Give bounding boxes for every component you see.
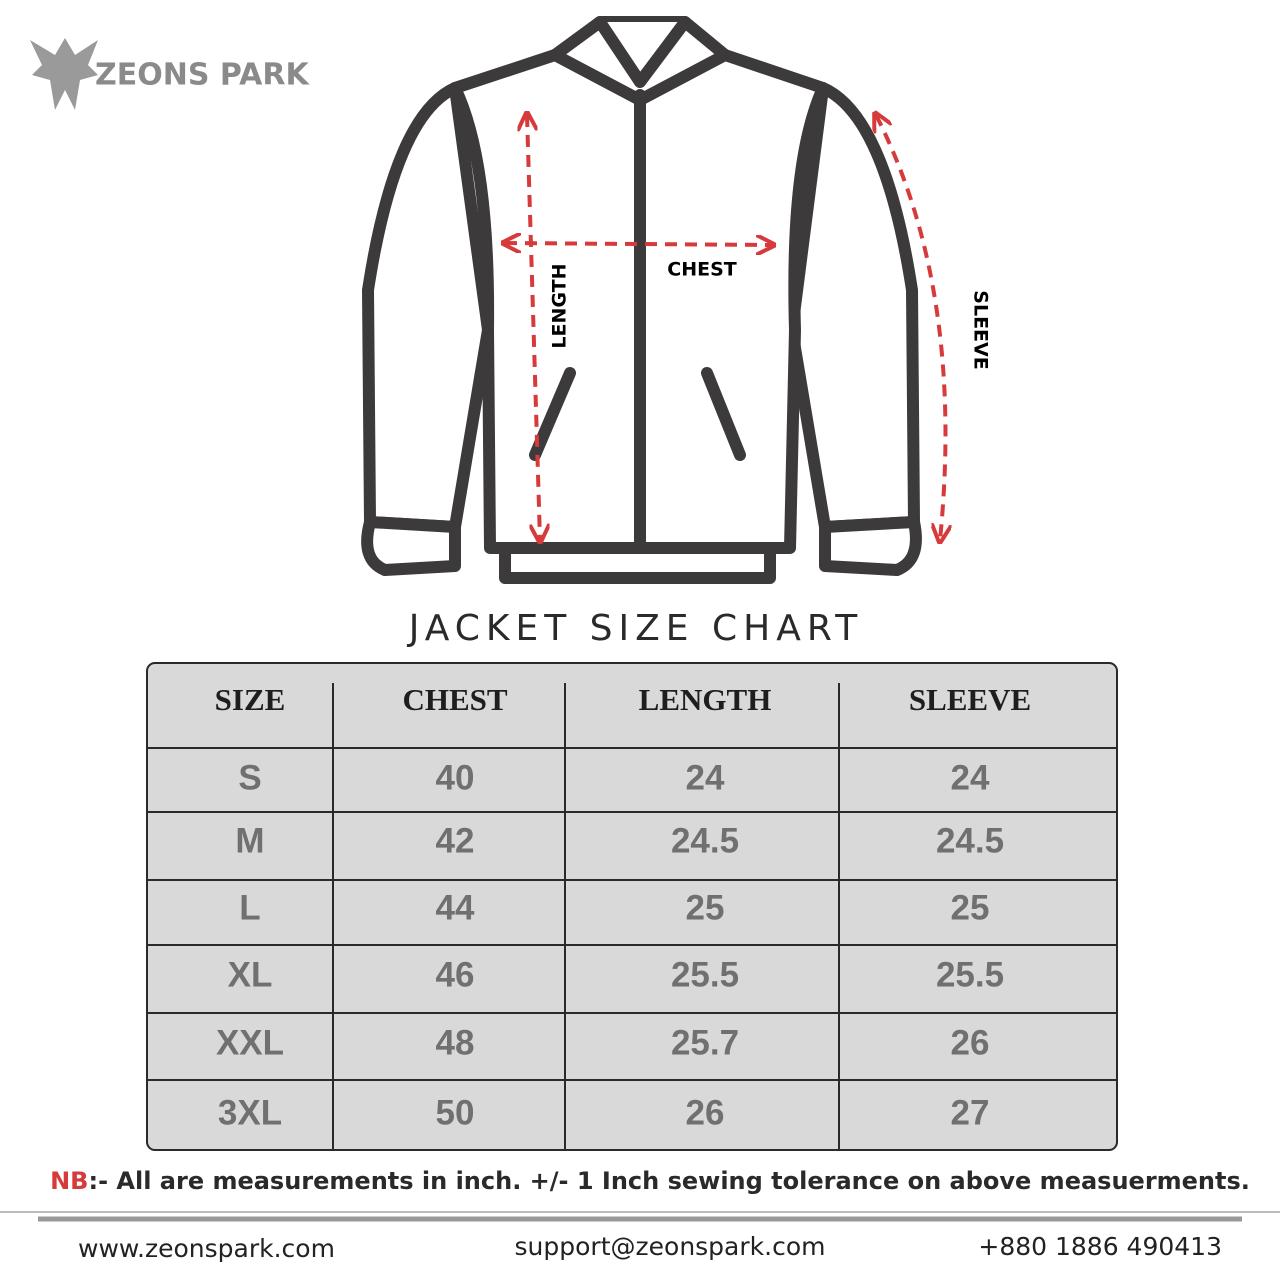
table: SIZE CHEST LENGTH SLEEVE S 40 24 24 M 42 24.5 24.5 L… — [147, 682, 1117, 1150]
header-cell: LENGTH — [639, 682, 772, 717]
title: JACKET SIZE CHART — [407, 608, 863, 649]
sleeve-label: SLEEVE — [970, 290, 992, 369]
cell: 25.7 — [671, 1023, 739, 1062]
cell: S — [238, 758, 261, 797]
phone: +880 1886 490413 — [978, 1232, 1222, 1261]
jacket: CHEST LENGTH SLEEVE — [361, 16, 992, 584]
cell: M — [235, 821, 264, 860]
note: NB:- All are measurements in inch. +/- 1… — [50, 1167, 1250, 1195]
cell: 24 — [951, 758, 990, 797]
header-cell: CHEST — [402, 682, 507, 717]
cell: 44 — [436, 888, 475, 927]
note-text: :- All are measurements in inch. +/- 1 I… — [88, 1167, 1249, 1195]
cell: XXL — [216, 1023, 284, 1062]
cell: 25.5 — [671, 955, 739, 994]
cell: 46 — [436, 955, 475, 994]
cell: 25 — [686, 888, 725, 927]
header-cell: SIZE — [215, 682, 286, 717]
email: support@zeonspark.com — [515, 1232, 826, 1261]
cell: 3XL — [218, 1093, 282, 1132]
table-bg — [146, 662, 1118, 1151]
length-label: LENGTH — [549, 263, 571, 348]
website: www.zeonspark.com — [78, 1234, 335, 1263]
cell: 40 — [436, 758, 475, 797]
cell: 42 — [436, 821, 475, 860]
cell: 24.5 — [671, 821, 739, 860]
cell: 26 — [686, 1093, 725, 1132]
brand: ZEONS PARK — [95, 58, 310, 93]
logo: ZEONS PARK — [30, 38, 310, 110]
cell: 24.5 — [936, 821, 1004, 860]
cell: 27 — [951, 1093, 990, 1132]
cell: 26 — [951, 1023, 990, 1062]
note-label: NB — [50, 1167, 88, 1195]
cell: 50 — [436, 1093, 475, 1132]
chest-label: CHEST — [667, 259, 737, 281]
cell: XL — [228, 955, 273, 994]
cell: 24 — [686, 758, 725, 797]
header-cell: SLEEVE — [909, 682, 1031, 717]
cell: 25 — [951, 888, 990, 927]
cell: L — [239, 888, 260, 927]
cell: 25.5 — [936, 955, 1004, 994]
cell: 48 — [436, 1023, 475, 1062]
